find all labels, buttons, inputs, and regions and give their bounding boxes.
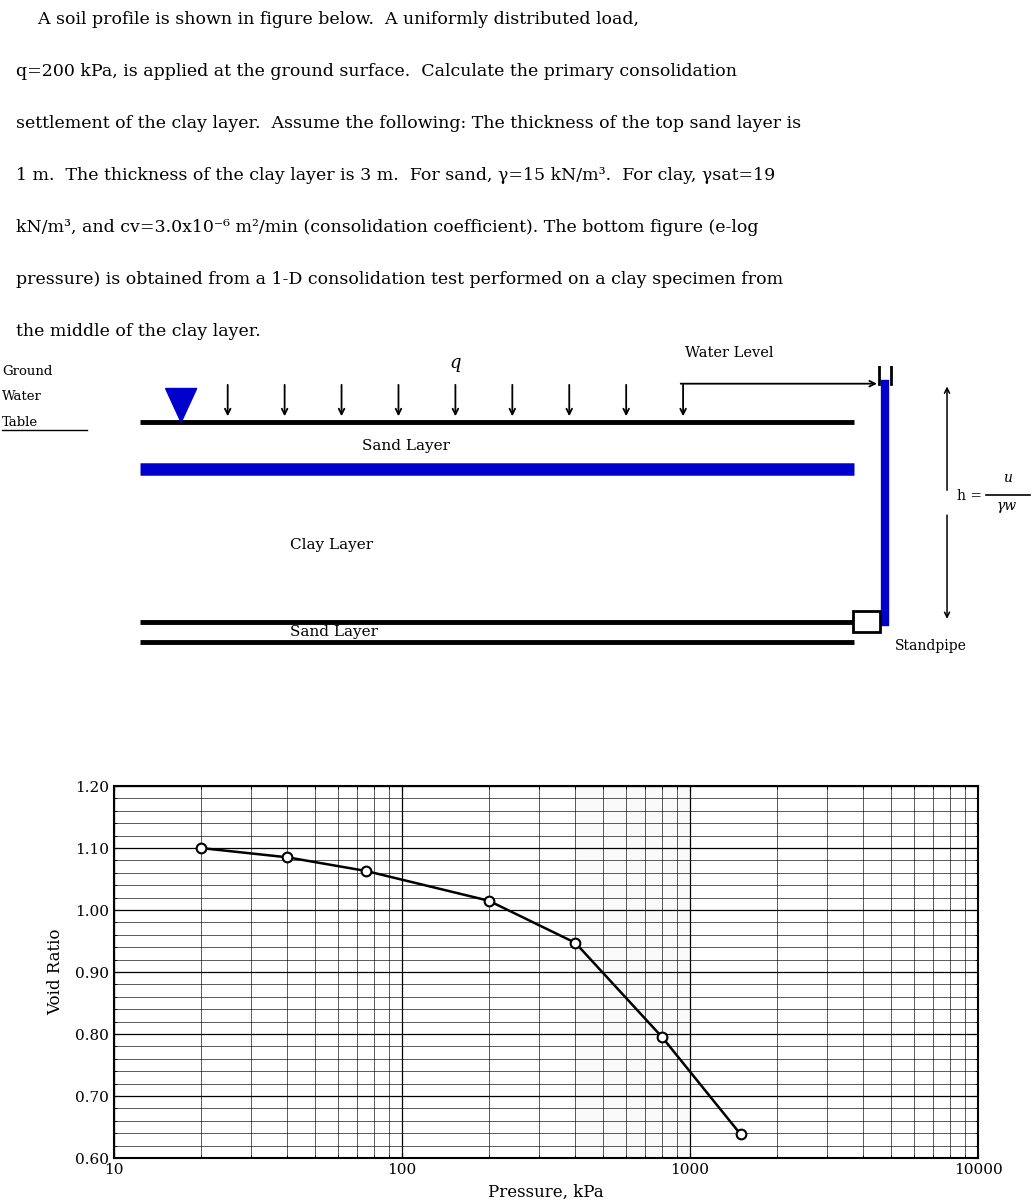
Text: Water: Water xyxy=(2,390,42,403)
Text: Water Level: Water Level xyxy=(685,346,774,360)
Text: h =: h = xyxy=(957,490,982,503)
Text: Table: Table xyxy=(2,415,38,428)
Text: Standpipe: Standpipe xyxy=(895,638,967,653)
Text: γw: γw xyxy=(997,499,1017,514)
Text: pressure) is obtained from a 1-D consolidation test performed on a clay specimen: pressure) is obtained from a 1-D consoli… xyxy=(16,271,782,288)
Text: Ground: Ground xyxy=(2,365,53,378)
Text: q: q xyxy=(449,354,462,372)
X-axis label: Pressure, kPa: Pressure, kPa xyxy=(489,1184,603,1200)
Text: kN/m³, and cv=3.0x10⁻⁶ m²/min (consolidation coefficient). The bottom figure (e-: kN/m³, and cv=3.0x10⁻⁶ m²/min (consolida… xyxy=(16,218,758,236)
Text: settlement of the clay layer.  Assume the following: The thickness of the top sa: settlement of the clay layer. Assume the… xyxy=(16,115,801,132)
Text: the middle of the clay layer.: the middle of the clay layer. xyxy=(16,323,260,340)
Text: Sand Layer: Sand Layer xyxy=(362,438,450,452)
Bar xyxy=(575,786,690,1158)
Text: A soil profile is shown in figure below.  A uniformly distributed load,: A soil profile is shown in figure below.… xyxy=(16,11,639,28)
Y-axis label: Void Ratio: Void Ratio xyxy=(47,929,64,1015)
Text: Sand Layer: Sand Layer xyxy=(290,625,378,638)
Text: q=200 kPa, is applied at the ground surface.  Calculate the primary consolidatio: q=200 kPa, is applied at the ground surf… xyxy=(16,62,737,80)
Text: u: u xyxy=(1003,470,1011,485)
Text: Clay Layer: Clay Layer xyxy=(290,539,373,552)
Polygon shape xyxy=(166,389,197,422)
Text: 1 m.  The thickness of the clay layer is 3 m.  For sand, γ=15 kN/m³.  For clay, : 1 m. The thickness of the clay layer is … xyxy=(16,167,775,184)
Bar xyxy=(853,611,880,632)
